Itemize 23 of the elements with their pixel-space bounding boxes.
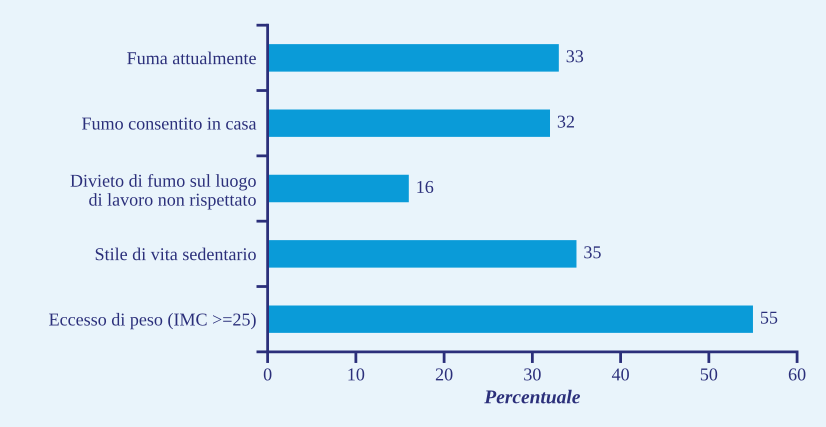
x-tick-label: 50 xyxy=(700,368,718,381)
data-label: 55 xyxy=(760,312,778,324)
bar xyxy=(268,109,550,137)
data-label: 35 xyxy=(584,246,601,258)
x-tick-label: 30 xyxy=(524,368,541,381)
data-label: 32 xyxy=(558,116,574,128)
data-label: 16 xyxy=(417,180,434,194)
y-tick-label: Fuma attualmente xyxy=(127,52,256,64)
x-tick-label: 10 xyxy=(348,368,364,381)
bar xyxy=(268,174,409,202)
x-tick-label: 60 xyxy=(788,368,806,381)
x-tick-label: 0 xyxy=(264,368,272,381)
y-tick-label: Fumo consentito in casa xyxy=(82,118,256,130)
x-tick-label: 40 xyxy=(612,368,629,381)
y-tick-label: Stile di vita sedentario xyxy=(96,248,256,260)
x-tick-label: 20 xyxy=(436,368,452,381)
bar xyxy=(268,44,559,72)
data-label: 33 xyxy=(566,50,584,62)
x-axis-title: Percentuale xyxy=(484,390,580,404)
y-tick-label: Eccesso di peso (IMC >=25) xyxy=(49,312,256,330)
y-tick-label: Divieto di fumo sul luogo di lavoro non rispettato xyxy=(70,174,256,210)
bar xyxy=(268,240,576,268)
bar xyxy=(268,305,753,333)
